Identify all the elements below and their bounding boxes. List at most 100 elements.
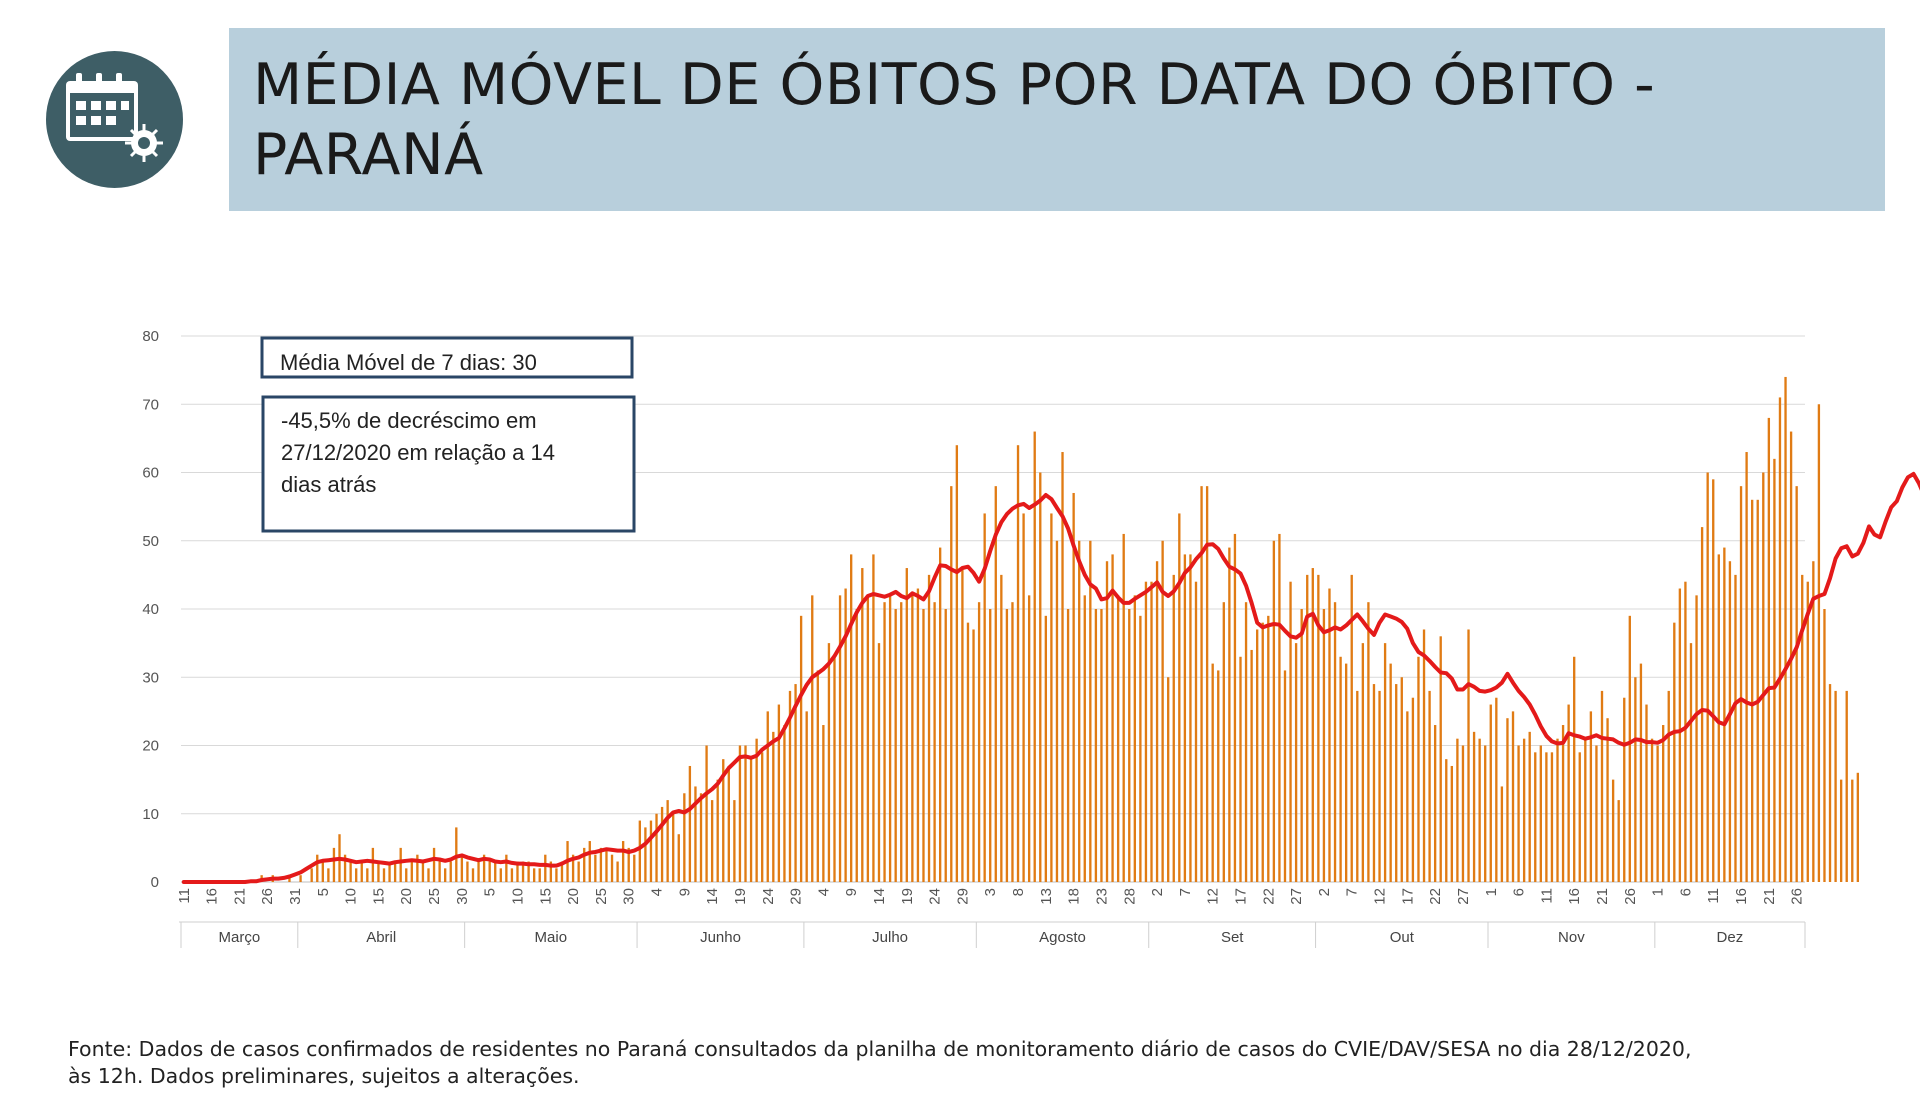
bar [1128, 609, 1131, 882]
bar [1289, 581, 1292, 882]
bar [399, 847, 402, 882]
bar [1678, 588, 1682, 882]
bar [1400, 677, 1403, 882]
bar [1072, 492, 1075, 882]
bar [933, 602, 936, 882]
annotation-moving-average-text: Média Móvel de 7 dias: 30 [280, 350, 537, 375]
annotation-decrease-line-3: dias atrás [281, 472, 376, 497]
x-tick-label: 27 [1288, 888, 1305, 905]
x-tick-label: 10 [510, 888, 527, 905]
x-tick-label: 25 [426, 888, 443, 905]
bar [1417, 656, 1420, 882]
bar [410, 861, 413, 882]
month-label: Agosto [1039, 929, 1086, 946]
annotation-decrease-line-1: -45,5% de decréscimo em [281, 408, 537, 433]
bar [1055, 540, 1059, 882]
bar [1823, 609, 1826, 882]
bar [1000, 574, 1003, 882]
bar [1628, 615, 1631, 882]
bar [1767, 417, 1771, 882]
month-label: Nov [1558, 929, 1585, 946]
x-tick-label: 2 [1316, 888, 1333, 896]
bar [505, 854, 508, 882]
bar [660, 806, 664, 882]
x-tick-label: 22 [1260, 888, 1277, 905]
bar [1283, 670, 1287, 882]
x-tick-label: 16 [1733, 888, 1750, 905]
month-label: Dez [1717, 929, 1744, 946]
bar [1828, 684, 1832, 882]
bar [1205, 486, 1209, 882]
bar [722, 759, 725, 882]
bar [850, 554, 853, 882]
bar [1167, 677, 1170, 882]
bar [1027, 595, 1031, 882]
bar [438, 861, 441, 882]
y-tick-label: 70 [142, 396, 159, 413]
x-tick-label: 27 [1455, 888, 1472, 905]
bar [1834, 690, 1837, 882]
bar [866, 595, 870, 882]
x-tick-label: 2 [1149, 888, 1166, 896]
x-tick-label: 14 [871, 888, 888, 905]
bar [938, 547, 942, 882]
bar [588, 841, 591, 882]
bar [549, 861, 553, 882]
bar [343, 854, 347, 882]
bar [1623, 697, 1626, 882]
bar [516, 861, 519, 882]
bar [1856, 772, 1860, 882]
bar [1784, 376, 1787, 882]
bar [1450, 765, 1454, 882]
annotation-box-decrease: -45,5% de decréscimo em 27/12/2020 em re… [261, 395, 636, 533]
bar [494, 861, 497, 882]
bar [944, 609, 947, 882]
bar [471, 868, 475, 882]
page-title-line-1: MÉDIA MÓVEL DE ÓBITOS POR DATA DO ÓBITO … [253, 52, 1656, 118]
bar [1600, 690, 1604, 882]
bar [1033, 431, 1036, 882]
bar [1573, 656, 1576, 882]
bar [1439, 636, 1442, 882]
y-tick-label: 10 [142, 806, 159, 823]
bar [1061, 452, 1064, 882]
bar [1322, 609, 1326, 882]
bar [1016, 445, 1020, 882]
x-tick-label: 14 [704, 888, 721, 905]
bar [1506, 718, 1509, 882]
bar [811, 595, 814, 882]
x-tick-label: 25 [593, 888, 610, 905]
x-tick-label: 5 [482, 888, 499, 896]
bar-series [260, 376, 1860, 882]
bar [1773, 458, 1776, 882]
bar [1489, 704, 1492, 882]
bar [532, 868, 536, 882]
bar [1684, 581, 1687, 882]
x-tick-label: 7 [1344, 888, 1361, 896]
month-label: Junho [700, 929, 741, 946]
bar [1333, 602, 1337, 882]
x-tick-label: 1 [1650, 888, 1667, 896]
bar [1589, 711, 1593, 882]
bar [1178, 513, 1181, 882]
bar [1222, 602, 1225, 882]
bar [577, 861, 580, 882]
bar [583, 847, 586, 882]
bar [1700, 527, 1704, 882]
bar [1078, 540, 1081, 882]
bar [1534, 752, 1537, 882]
bar [366, 868, 369, 882]
bar [1244, 602, 1248, 882]
bar [716, 779, 719, 882]
bar [1294, 643, 1298, 882]
x-tick-label: 11 [1538, 888, 1555, 904]
bar [427, 868, 430, 882]
x-tick-label: 29 [788, 888, 805, 905]
bar [621, 841, 625, 882]
bar [1806, 581, 1809, 882]
bar [799, 615, 803, 882]
bar [1611, 779, 1615, 882]
bar [761, 752, 764, 882]
x-tick-label: 18 [1066, 888, 1083, 905]
bar [749, 759, 753, 882]
